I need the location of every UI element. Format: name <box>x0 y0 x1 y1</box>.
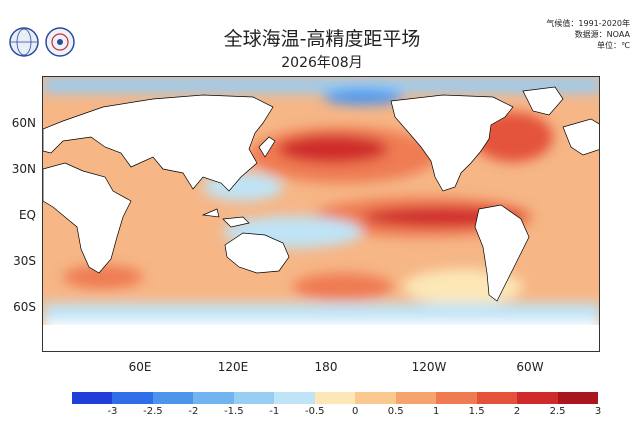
colorbar-tick-label: 3 <box>594 406 602 417</box>
colorbar-swatch <box>193 392 234 404</box>
colorbar-swatch <box>355 392 396 404</box>
colorbar-swatch <box>152 392 194 404</box>
colorbar <box>72 392 599 404</box>
colorbar-swatch <box>112 392 153 404</box>
colorbar-tick-label: -3 <box>107 406 118 417</box>
colorbar-tick-label: 1 <box>432 406 440 417</box>
colorbar-swatch <box>395 392 437 404</box>
map-title: 全球海温-高精度距平场 <box>223 28 421 50</box>
sst-anomaly-map <box>42 76 600 352</box>
lon-label-60w: 60W <box>516 360 544 374</box>
colorbar-swatch <box>517 392 558 404</box>
colorbar-swatch <box>557 392 599 404</box>
colorbar-tick-label: 1.5 <box>468 406 485 417</box>
lon-label-60e: 60E <box>128 360 152 374</box>
lat-label-60n: 60N <box>11 116 36 130</box>
lon-label-120w: 120W <box>411 360 447 374</box>
colorbar-swatch <box>274 392 315 404</box>
lat-label-30s: 30S <box>13 254 36 268</box>
colorbar-tick-label: -1 <box>269 406 280 417</box>
lon-label-120e: 120E <box>217 360 249 374</box>
source-note: 数据源：NOAA <box>574 30 630 39</box>
colorbar-swatch <box>476 392 518 404</box>
lat-label-30n: 30N <box>11 162 36 176</box>
colorbar-swatch <box>233 392 275 404</box>
map-date: 2026年08月 <box>281 55 363 71</box>
continents <box>43 86 599 302</box>
antarctica <box>43 325 599 351</box>
baseline-note: 气候值：1991-2020年 <box>546 19 630 28</box>
colorbar-tick-label: 2 <box>513 406 521 417</box>
wmo-logo <box>8 26 40 58</box>
lon-label-180: 180 <box>314 360 338 374</box>
colorbar-swatch <box>72 392 113 404</box>
colorbar-tick-label: -2.5 <box>143 406 163 417</box>
colorbar-tick-label: -2 <box>188 406 199 417</box>
lat-label-60s: 60S <box>13 300 36 314</box>
colorbar-tick-label: -0.5 <box>305 406 325 417</box>
bcc-logo <box>44 26 76 58</box>
colorbar-swatch <box>436 392 477 404</box>
colorbar-tick-label: -1.5 <box>224 406 244 417</box>
colorbar-tick-label: 2.5 <box>549 406 566 417</box>
colorbar-tick-label: 0.5 <box>387 406 404 417</box>
lat-label-eq: EQ <box>18 208 36 222</box>
unit-note: 单位：℃ <box>597 41 630 50</box>
colorbar-swatch <box>314 392 356 404</box>
colorbar-tick-label: 0 <box>352 406 359 417</box>
